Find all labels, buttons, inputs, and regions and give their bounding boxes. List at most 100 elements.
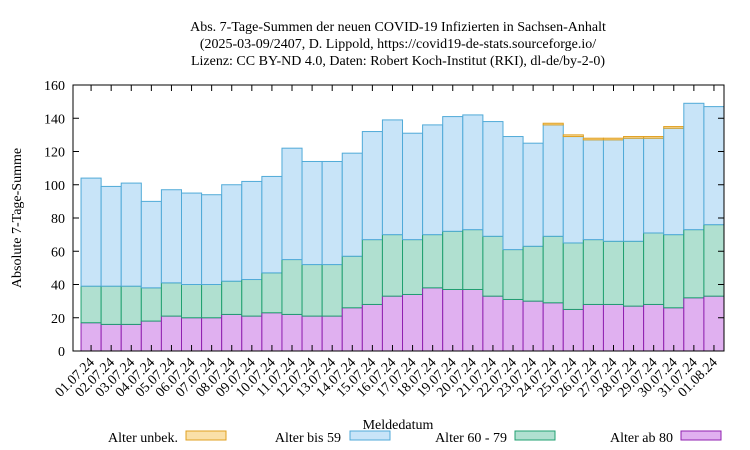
y-tick-label: 160	[44, 79, 65, 94]
bar-alter-60-79-19.07.24	[442, 230, 464, 290]
bar-alter-60-79-08.07.24	[221, 280, 243, 315]
bar-alter-60-79-31.07.24	[683, 229, 705, 299]
bar-alter-ab-80-21.07.24	[482, 295, 504, 352]
bar-alter-bis-59-29.07.24	[643, 137, 665, 234]
bar-alter-bis-59-14.07.24	[341, 152, 363, 257]
bar-alter-bis-59-23.07.24	[522, 142, 544, 247]
bar-alter-bis-59-05.07.24	[160, 189, 183, 284]
bar-alter-bis-59-09.07.24	[241, 180, 263, 281]
bar-alter-bis-59-11.07.24	[281, 147, 303, 261]
y-tick-label: 40	[51, 279, 65, 294]
bar-alter-60-79-12.07.24	[301, 264, 323, 317]
bars-group	[80, 102, 725, 352]
bar-alter-bis-59-02.07.24	[100, 185, 122, 287]
bar-alter-60-79-15.07.24	[361, 239, 383, 305]
legend-label: Alter bis 59	[275, 431, 341, 446]
bar-alter-60-79-18.07.24	[422, 234, 444, 289]
bar-alter-unbek--30.07.24	[663, 126, 685, 129]
bar-alter-bis-59-25.07.24	[562, 136, 584, 244]
bar-alter-ab-80-28.07.24	[623, 305, 645, 352]
bar-alter-ab-80-01.08.24	[703, 295, 725, 352]
y-tick-label: 120	[44, 146, 65, 161]
bar-alter-60-79-09.07.24	[241, 279, 263, 317]
bar-alter-unbek--24.07.24	[542, 122, 564, 126]
bar-alter-ab-80-18.07.24	[422, 287, 444, 352]
legend-swatch	[185, 430, 227, 441]
bar-alter-bis-59-08.07.24	[221, 184, 243, 282]
bar-alter-60-79-11.07.24	[281, 259, 303, 315]
bar-alter-60-79-21.07.24	[482, 235, 504, 297]
bar-alter-60-79-25.07.24	[562, 242, 584, 310]
bar-alter-unbek--27.07.24	[602, 137, 625, 141]
bar-alter-60-79-03.07.24	[120, 285, 142, 325]
bar-alter-60-79-06.07.24	[181, 284, 203, 319]
bar-alter-bis-59-13.07.24	[321, 160, 343, 266]
bar-alter-bis-59-26.07.24	[582, 139, 604, 241]
chart-title-line-3: Lizenz: CC BY-ND 4.0, Daten: Robert Koch…	[191, 54, 605, 69]
y-axis-label: Absolute 7-Tage-Summe	[10, 148, 25, 288]
legend-label: Alter 60 - 79	[435, 431, 507, 446]
y-tick-label: 100	[44, 179, 65, 194]
bar-alter-bis-59-28.07.24	[623, 137, 645, 242]
bar-alter-60-79-28.07.24	[623, 240, 645, 307]
bar-alter-60-79-10.07.24	[261, 272, 283, 314]
bar-alter-bis-59-30.07.24	[663, 127, 685, 236]
chart-title-line-2: (2025-03-09/2407, D. Lippold, https://co…	[200, 37, 596, 52]
bar-alter-ab-80-31.07.24	[683, 297, 705, 352]
bar-alter-bis-59-20.07.24	[462, 114, 484, 231]
bar-alter-bis-59-07.07.24	[201, 194, 223, 286]
bar-alter-bis-59-06.07.24	[181, 192, 203, 285]
bar-alter-60-79-24.07.24	[542, 235, 564, 304]
bar-alter-unbek--29.07.24	[643, 136, 665, 139]
legend-label: Alter ab 80	[610, 431, 673, 446]
bar-alter-bis-59-01.08.24	[703, 106, 725, 226]
bar-alter-60-79-29.07.24	[643, 232, 665, 305]
chart-title-line-1: Abs. 7-Tage-Summen der neuen COVID-19 In…	[190, 20, 606, 35]
x-axis-ticks: 01.07.2402.07.2403.07.2404.07.2405.07.24…	[53, 85, 721, 400]
bar-alter-bis-59-04.07.24	[140, 200, 162, 289]
bar-alter-60-79-23.07.24	[522, 245, 544, 302]
legend-label: Alter unbek.	[108, 431, 178, 446]
bar-alter-ab-80-22.07.24	[502, 298, 524, 352]
bar-alter-bis-59-22.07.24	[502, 136, 524, 251]
bar-alter-unbek--26.07.24	[582, 137, 604, 141]
bar-alter-bis-59-03.07.24	[120, 182, 142, 287]
bar-alter-ab-80-19.07.24	[442, 288, 464, 352]
bar-alter-bis-59-24.07.24	[542, 124, 564, 237]
bar-alter-bis-59-31.07.24	[683, 102, 705, 231]
y-tick-label: 140	[44, 112, 65, 127]
bar-alter-unbek--25.07.24	[562, 134, 584, 138]
bar-alter-60-79-01.08.24	[703, 224, 725, 297]
bar-alter-bis-59-16.07.24	[381, 119, 404, 236]
bar-alter-bis-59-19.07.24	[442, 116, 464, 232]
bar-alter-bis-59-15.07.24	[361, 131, 383, 241]
bar-alter-60-79-26.07.24	[582, 239, 604, 305]
bar-alter-ab-80-29.07.24	[643, 303, 665, 352]
bar-alter-ab-80-16.07.24	[381, 295, 404, 352]
bar-alter-bis-59-10.07.24	[261, 175, 283, 274]
bar-alter-60-79-16.07.24	[381, 234, 404, 297]
bar-alter-ab-80-24.07.24	[542, 302, 564, 352]
legend: Alter unbek. Alter bis 59 Alter 60 - 79 Alt…	[108, 430, 722, 446]
bar-alter-bis-59-17.07.24	[402, 132, 424, 241]
bar-alter-60-79-14.07.24	[341, 255, 363, 309]
bar-alter-ab-80-17.07.24	[402, 293, 424, 352]
legend-swatch	[349, 430, 391, 441]
bar-alter-unbek--28.07.24	[623, 136, 645, 139]
bar-alter-60-79-22.07.24	[502, 249, 524, 300]
bar-alter-bis-59-21.07.24	[482, 121, 504, 237]
y-axis-ticks: 0 20 40 60 80 100 120 140 160	[44, 79, 724, 360]
bar-alter-60-79-27.07.24	[602, 240, 625, 305]
legend-swatch	[680, 430, 722, 441]
y-tick-label: 80	[51, 212, 65, 227]
bar-alter-ab-80-30.07.24	[663, 307, 685, 352]
bar-alter-ab-80-14.07.24	[341, 307, 363, 352]
plot-frame	[72, 84, 725, 352]
bar-alter-60-79-17.07.24	[402, 239, 424, 295]
bar-alter-60-79-01.07.24	[80, 285, 102, 324]
x-axis-label: Meldedatum	[363, 418, 434, 433]
bar-alter-60-79-20.07.24	[462, 229, 484, 290]
bar-alter-60-79-07.07.24	[201, 284, 223, 319]
y-tick-label: 20	[51, 312, 65, 327]
